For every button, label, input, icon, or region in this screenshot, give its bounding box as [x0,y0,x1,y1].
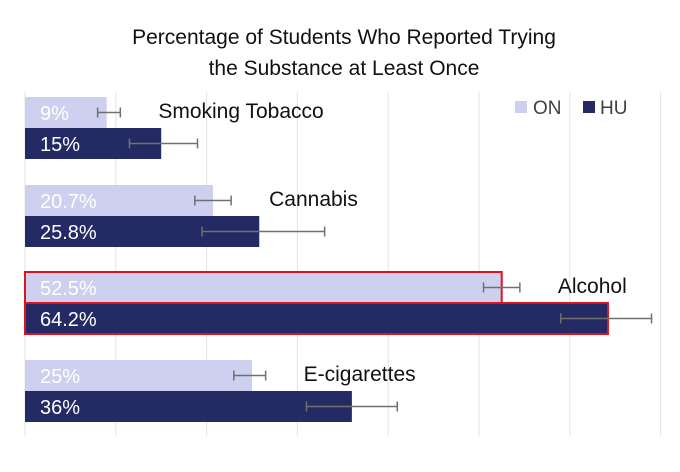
bar-on-cannabis [25,185,213,216]
category-label-e-cigarettes: E-cigarettes [304,363,416,386]
value-label-hu-smoking-tobacco: 15% [40,134,80,156]
error-bar-on-alcohol [482,282,521,293]
bar-on-alcohol [24,271,503,304]
category-label-alcohol: Alcohol [558,275,627,298]
bars: 9% 15% Smoking Tobacco 20.7% 25.8% Cannabis 52… [24,97,653,422]
legend-label-hu: HU [600,98,627,119]
bar-hu-e-cigarettes [25,391,352,422]
legend-swatch-on [515,101,527,113]
legend: ON HU [515,98,627,119]
category-label-smoking-tobacco: Smoking Tobacco [158,100,323,123]
category-label-cannabis: Cannabis [269,188,358,211]
legend-label-on: ON [533,98,562,119]
error-bar-hu-cannabis [201,226,326,237]
error-bar-on-cannabis [194,195,232,206]
error-bar-hu-smoking-tobacco [128,138,199,149]
value-label-on-alcohol: 52.5% [40,278,97,300]
error-bar-hu-alcohol [559,313,653,324]
value-label-hu-e-cigarettes: 36% [40,397,80,419]
bar-hu-alcohol [24,302,609,335]
bar-on-smoking-tobacco [25,97,107,128]
value-label-hu-alcohol: 64.2% [40,309,97,331]
chart-title-line-2: the Substance at Least Once [209,57,480,80]
bar-on-e-cigarettes [25,360,252,391]
value-label-on-smoking-tobacco: 9% [40,103,69,125]
chart-title-line-1: Percentage of Students Who Reported Tryi… [132,26,556,49]
value-label-on-e-cigarettes: 25% [40,366,80,388]
legend-swatch-hu [583,101,595,113]
value-label-hu-cannabis: 25.8% [40,222,97,244]
value-label-on-cannabis: 20.7% [40,191,97,213]
error-bar-hu-e-cigarettes [305,401,399,412]
error-bar-on-smoking-tobacco [96,107,122,118]
error-bar-on-e-cigarettes [233,370,267,381]
